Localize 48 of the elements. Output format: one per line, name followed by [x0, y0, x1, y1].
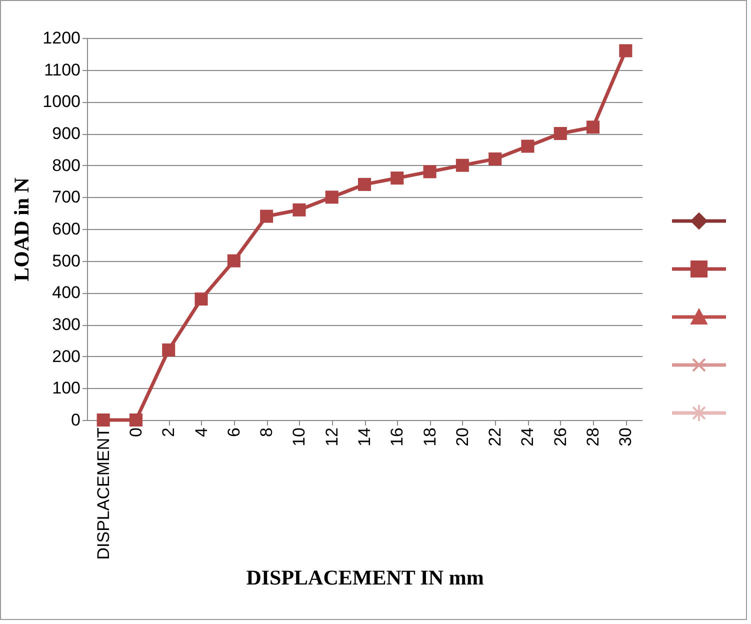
point — [325, 190, 338, 204]
x-tick-label: DISPLACEMENT — [94, 428, 113, 560]
y-tick-label: 900 — [52, 124, 80, 143]
y-tick-label: 1000 — [42, 92, 80, 112]
x-tick-label: 4 — [192, 428, 211, 437]
y-axis-title: LOAD in N — [10, 178, 34, 282]
x-tick-label: 20 — [452, 428, 472, 446]
point — [488, 152, 502, 166]
y-tick-label: 800 — [52, 156, 80, 175]
point — [456, 158, 469, 172]
x-tick-label: 10 — [290, 428, 309, 446]
point — [96, 413, 110, 427]
x-axis-title: DISPLACEMENT IN mm — [246, 566, 484, 590]
y-tick-label: 1200 — [42, 28, 80, 48]
y-tick-label: 500 — [52, 251, 80, 270]
x-tick-label: 24 — [518, 428, 538, 446]
point — [554, 126, 567, 140]
x-tick-label: 0 — [126, 428, 146, 437]
y-tick-label: 600 — [52, 220, 80, 238]
y-tick-label: 200 — [52, 346, 80, 366]
point — [162, 343, 176, 356]
point — [390, 172, 404, 185]
point — [521, 140, 534, 153]
x-tick-label: 6 — [224, 428, 244, 437]
x-tick-label: 30 — [616, 428, 636, 446]
x-tick-label: 28 — [584, 428, 603, 446]
point — [423, 165, 436, 178]
point — [358, 178, 372, 191]
y-tick-label: 1100 — [44, 60, 80, 80]
point — [194, 292, 208, 306]
x-tick-label: 16 — [388, 428, 407, 446]
point — [129, 413, 142, 427]
y-tick-label: 400 — [52, 283, 80, 302]
point — [292, 203, 306, 216]
x-tick-label: 2 — [159, 428, 178, 437]
x-tick-label: 8 — [257, 428, 276, 437]
x-tick-label: 12 — [322, 428, 342, 446]
x-tick-label: 22 — [486, 428, 505, 446]
x-tick-label: 18 — [420, 428, 440, 446]
point — [260, 210, 274, 223]
point — [227, 254, 240, 268]
point — [619, 44, 632, 58]
x-tick-label: 26 — [550, 428, 570, 446]
point — [586, 120, 600, 134]
y-tick-label: 700 — [52, 188, 80, 207]
y-tick-label: 100 — [52, 378, 80, 398]
y-tick-label: 300 — [52, 315, 80, 334]
x-tick-label: 14 — [355, 428, 374, 446]
